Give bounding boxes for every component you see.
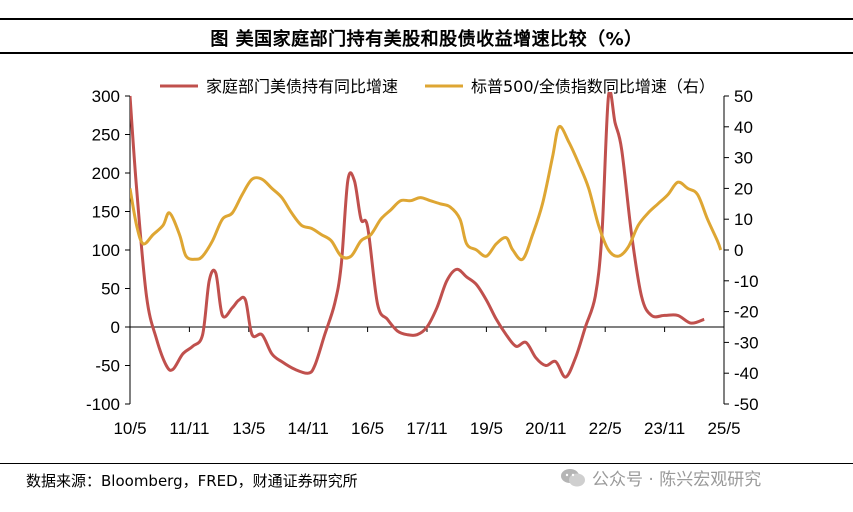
y-right-tick-label: 20 xyxy=(734,179,753,198)
x-tick-label: 22/5 xyxy=(589,419,622,438)
legend-label-1: 家庭部门美债持有同比增速 xyxy=(206,77,398,96)
legend-label-2: 标普500/全债指数同比增速（右） xyxy=(471,77,715,96)
y-right-tick-label: -40 xyxy=(734,364,759,383)
chart-title: 图 美国家庭部门持有美股和股债收益增速比较（%） xyxy=(210,29,643,50)
wechat-icon xyxy=(561,468,585,486)
series-line-2 xyxy=(130,124,723,262)
y-right-tick-label: 10 xyxy=(734,210,753,229)
x-tick-label: 23/11 xyxy=(644,419,685,438)
y-right-tick-label: -30 xyxy=(734,333,759,352)
data-source: 数据来源：Bloomberg，FRED，财通证券研究所 xyxy=(26,472,358,490)
x-tick-label: 16/5 xyxy=(351,419,384,438)
y-left-tick-label: 300 xyxy=(92,87,120,106)
y-left-tick-label: -100 xyxy=(86,395,120,414)
watermark-text: 公众号 · 陈兴宏观研究 xyxy=(592,470,762,490)
series-lines xyxy=(130,92,723,379)
y-left-tick-label: 200 xyxy=(92,164,120,183)
x-tick-label: 20/11 xyxy=(525,419,566,438)
y-left-tick-label: -50 xyxy=(95,357,120,376)
y-right-tick-label: 50 xyxy=(734,87,753,106)
y-right-tick-label: -20 xyxy=(734,303,759,322)
y-right-tick-label: -50 xyxy=(734,395,759,414)
x-tick-label: 25/5 xyxy=(707,419,740,438)
title-bar: 图 美国家庭部门持有美股和股债收益增速比较（%） xyxy=(0,18,853,54)
x-tick-label: 10/5 xyxy=(113,419,146,438)
footer-divider xyxy=(0,463,853,464)
y-right-tick-label: 30 xyxy=(734,149,753,168)
watermark: 公众号 · 陈兴宏观研究 xyxy=(560,465,761,490)
y-right-tick-label: 0 xyxy=(734,241,743,260)
x-tick-label: 17/11 xyxy=(406,419,447,438)
y-right-tick-label: 40 xyxy=(734,118,753,137)
x-tick-label: 14/11 xyxy=(288,419,329,438)
y-left-tick-label: 0 xyxy=(111,318,120,337)
y-left-tick-label: 150 xyxy=(92,203,120,222)
x-tick-label: 13/5 xyxy=(232,419,265,438)
legend: 家庭部门美债持有同比增速 标普500/全债指数同比增速（右） xyxy=(160,77,715,96)
y-right-tick-label: -10 xyxy=(734,272,759,291)
x-tick-label: 19/5 xyxy=(470,419,503,438)
x-tick-label: 11/11 xyxy=(169,419,209,438)
y-left-tick-label: 250 xyxy=(92,126,120,145)
axes: -100-50050100150200250300-50-40-30-20-10… xyxy=(86,87,759,438)
y-left-tick-label: 100 xyxy=(92,241,120,260)
y-left-tick-label: 50 xyxy=(101,280,120,299)
